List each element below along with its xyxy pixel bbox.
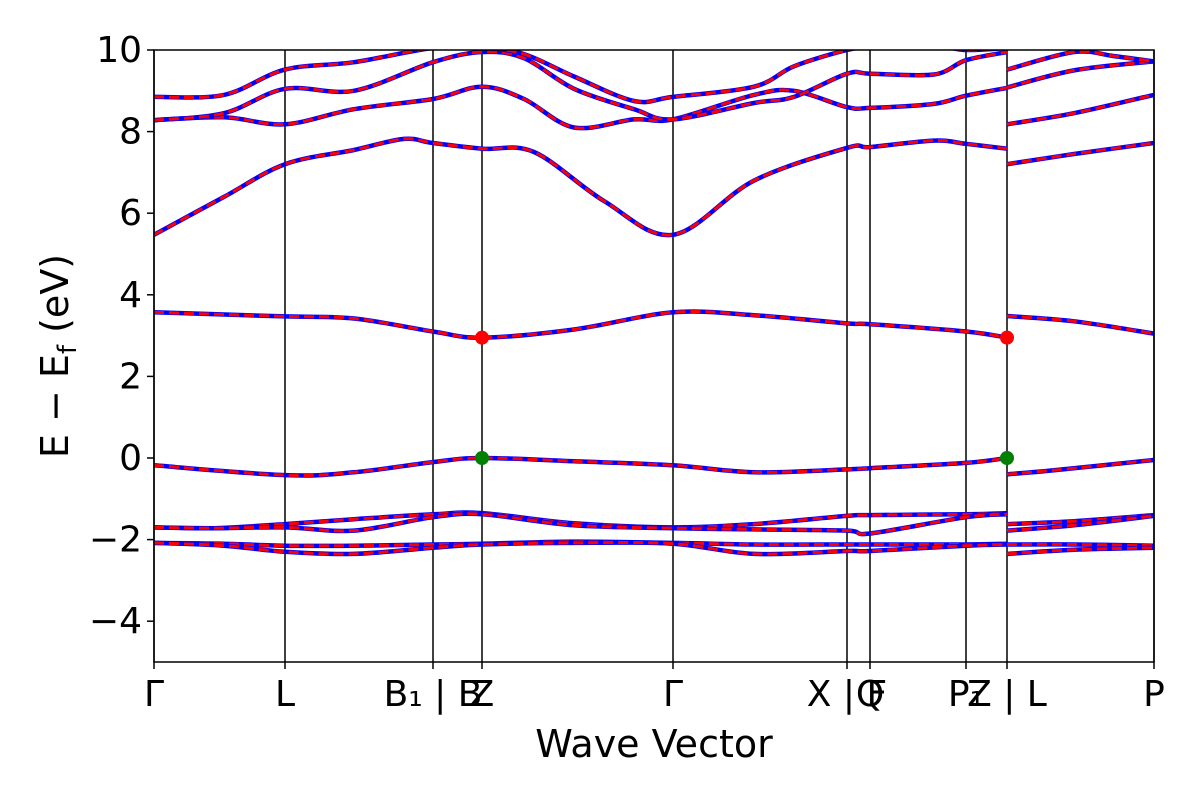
- band-edge-marker: [1000, 451, 1014, 465]
- band-edge-marker: [475, 330, 489, 345]
- y-tick-label: −2: [89, 520, 142, 561]
- band-line-red: [1006, 458, 1154, 476]
- band-line-red: [1006, 59, 1154, 89]
- bands: [154, 50, 1154, 557]
- y-tick-label: 2: [119, 356, 142, 397]
- band-line-blue: [154, 136, 1008, 238]
- band-line-blue: [154, 50, 1008, 123]
- band-line-red: [1006, 93, 1154, 126]
- y-tick-label: 6: [119, 193, 142, 234]
- band-line-red: [154, 85, 1008, 130]
- x-tick-label: Γ: [663, 674, 683, 715]
- band-line-red: [154, 137, 1008, 237]
- x-axis-title: Wave Vector: [535, 722, 773, 766]
- y-axis-title-main: E − E: [33, 354, 77, 458]
- x-tick-label: Γ: [144, 674, 164, 715]
- band-line-red: [154, 512, 1008, 536]
- band-line-red: [154, 50, 1008, 122]
- x-tick-label: Z | L: [967, 674, 1047, 715]
- x-tick-label: P: [1143, 674, 1165, 715]
- y-tick-label: 8: [119, 112, 142, 153]
- y-tick-label: −4: [89, 601, 142, 642]
- y-axis-ticks: −4 −2 0 2 4 6 8 10: [89, 30, 154, 642]
- y-tick-label: 4: [119, 275, 142, 316]
- x-tick-label: X | F: [807, 674, 887, 715]
- band-line-red: [154, 50, 1000, 104]
- kpoint-lines: [153, 50, 1155, 662]
- band-edge-markers: [475, 330, 1014, 465]
- y-axis-title-sub: f: [53, 344, 83, 354]
- x-tick-label: L: [275, 674, 295, 715]
- band-line-red: [1006, 546, 1154, 556]
- band-line-red: [1006, 314, 1154, 336]
- x-axis-ticks: Γ L B₁ | BZ Γ X | FQ P₁Z | L P: [144, 662, 1165, 715]
- x-tick-label: Q: [856, 674, 884, 715]
- x-tick-label: B₁ | B: [384, 674, 483, 715]
- y-axis-title: E − Ef (eV): [33, 254, 83, 458]
- x-tick-label: P₁: [948, 674, 984, 715]
- plot-frame: [153, 49, 1155, 663]
- y-tick-label: 10: [96, 30, 142, 71]
- band-line-red: [1006, 141, 1154, 166]
- band-edge-marker: [475, 451, 489, 465]
- band-line-blue: [154, 455, 1008, 478]
- band-line-blue: [1006, 50, 1154, 72]
- band-edge-marker: [1000, 330, 1014, 345]
- band-line-red: [154, 541, 1008, 556]
- y-axis-title-unit: (eV): [33, 254, 77, 345]
- band-line-red: [1006, 542, 1154, 548]
- x-tick-label: Z: [470, 674, 495, 715]
- band-line-red: [1006, 514, 1154, 533]
- y-tick-label: 0: [119, 438, 142, 479]
- band-line-red: [154, 310, 1008, 340]
